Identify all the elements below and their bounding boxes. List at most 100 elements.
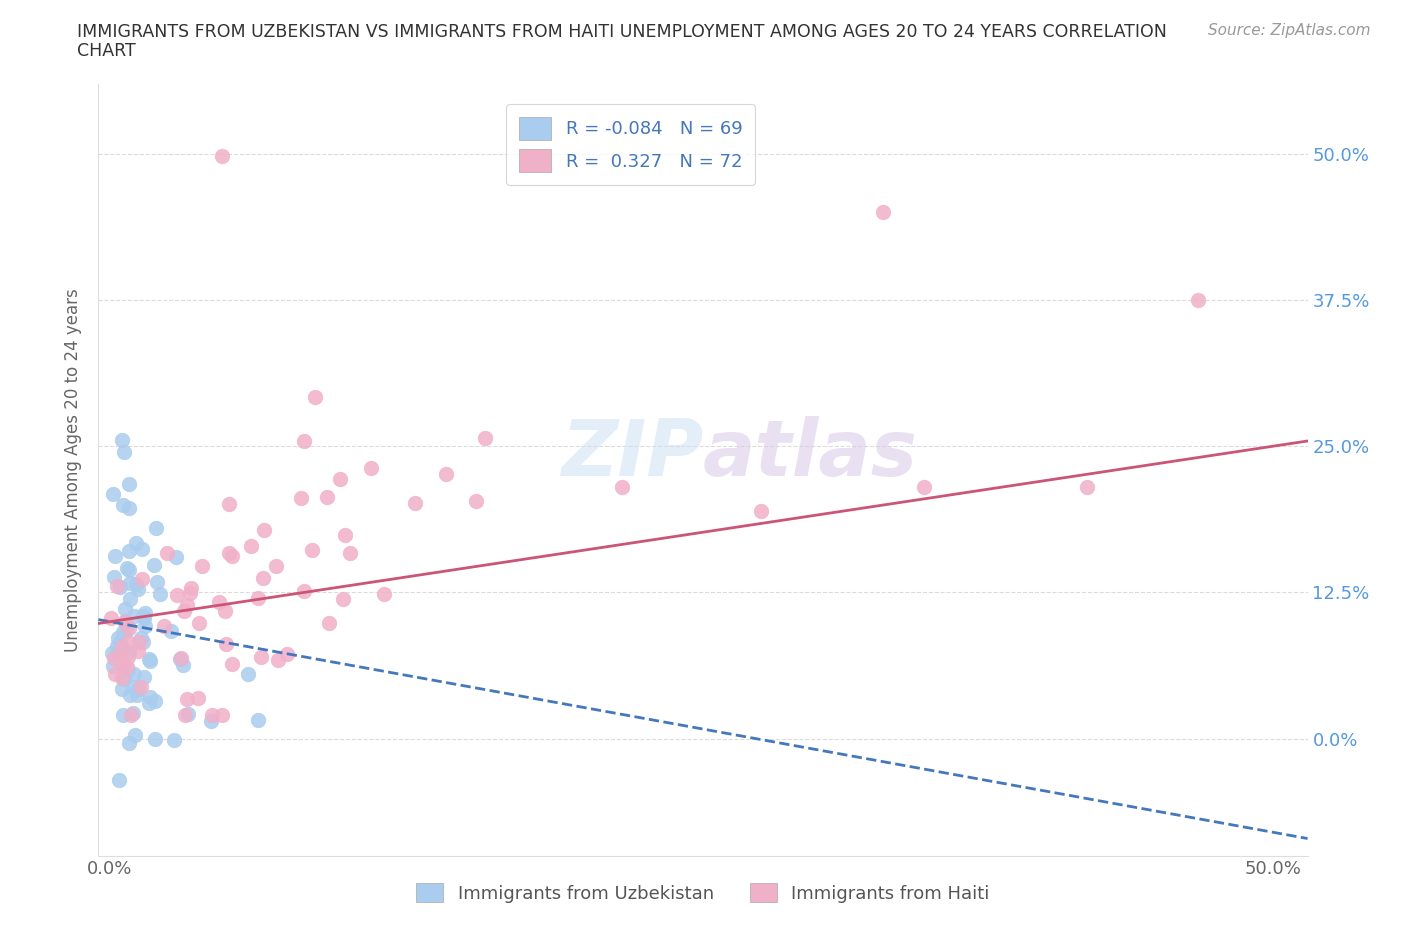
- Point: [165, 550, 187, 565]
- Point: [218, 497, 240, 512]
- Point: [266, 558, 288, 573]
- Point: [118, 620, 141, 635]
- Point: [118, 544, 141, 559]
- Point: [160, 623, 183, 638]
- Point: [138, 696, 160, 711]
- Point: [360, 460, 382, 475]
- Point: [211, 708, 233, 723]
- Point: [112, 445, 135, 459]
- Point: [117, 634, 139, 649]
- Point: [118, 688, 141, 703]
- Point: [114, 602, 136, 617]
- Point: [108, 634, 131, 649]
- Point: [132, 608, 155, 623]
- Point: [180, 580, 202, 595]
- Point: [112, 671, 135, 686]
- Point: [163, 733, 186, 748]
- Point: [250, 650, 273, 665]
- Point: [153, 618, 176, 633]
- Point: [404, 496, 426, 511]
- Point: [138, 652, 160, 667]
- Point: [115, 659, 138, 674]
- Point: [1187, 293, 1209, 308]
- Point: [240, 538, 263, 553]
- Point: [134, 670, 156, 684]
- Point: [111, 433, 134, 448]
- Point: [132, 635, 155, 650]
- Point: [156, 546, 179, 561]
- Point: [122, 680, 145, 695]
- Point: [339, 545, 361, 560]
- Point: [221, 549, 243, 564]
- Point: [218, 546, 240, 561]
- Point: [108, 579, 131, 594]
- Point: [252, 571, 274, 586]
- Point: [236, 666, 259, 681]
- Point: [124, 577, 146, 591]
- Point: [170, 650, 193, 665]
- Point: [108, 649, 131, 664]
- Point: [318, 616, 340, 631]
- Point: [872, 205, 894, 219]
- Point: [118, 500, 141, 515]
- Point: [292, 584, 315, 599]
- Point: [105, 578, 128, 593]
- Point: [373, 586, 395, 601]
- Point: [149, 587, 172, 602]
- Point: [610, 480, 633, 495]
- Text: Source: ZipAtlas.com: Source: ZipAtlas.com: [1208, 23, 1371, 38]
- Point: [166, 587, 188, 602]
- Point: [101, 645, 124, 660]
- Point: [214, 604, 236, 618]
- Point: [332, 591, 354, 606]
- Point: [131, 680, 153, 695]
- Point: [103, 650, 125, 665]
- Point: [114, 615, 136, 630]
- Point: [122, 706, 145, 721]
- Point: [111, 657, 134, 671]
- Point: [749, 503, 772, 518]
- Point: [127, 581, 149, 596]
- Point: [111, 708, 134, 723]
- Legend: R = -0.084   N = 69, R =  0.327   N = 72: R = -0.084 N = 69, R = 0.327 N = 72: [506, 104, 755, 185]
- Point: [139, 689, 162, 704]
- Point: [105, 639, 128, 654]
- Text: atlas: atlas: [703, 417, 918, 492]
- Point: [176, 692, 198, 707]
- Legend: Immigrants from Uzbekistan, Immigrants from Haiti: Immigrants from Uzbekistan, Immigrants f…: [409, 876, 997, 910]
- Point: [108, 773, 131, 788]
- Point: [201, 708, 224, 723]
- Point: [112, 624, 135, 639]
- Point: [131, 541, 153, 556]
- Point: [188, 616, 211, 631]
- Point: [118, 563, 141, 578]
- Point: [124, 667, 146, 682]
- Point: [145, 575, 167, 590]
- Point: [100, 611, 122, 626]
- Point: [173, 604, 195, 618]
- Point: [134, 611, 156, 626]
- Point: [315, 489, 337, 504]
- Point: [134, 618, 156, 633]
- Point: [117, 649, 139, 664]
- Point: [125, 687, 148, 702]
- Point: [301, 542, 323, 557]
- Point: [114, 614, 136, 629]
- Point: [253, 522, 276, 537]
- Text: CHART: CHART: [77, 42, 136, 60]
- Point: [127, 681, 149, 696]
- Point: [208, 595, 231, 610]
- Point: [117, 663, 139, 678]
- Point: [176, 598, 198, 613]
- Point: [292, 433, 315, 448]
- Point: [221, 657, 243, 671]
- Point: [122, 608, 145, 623]
- Point: [111, 682, 134, 697]
- Point: [103, 570, 125, 585]
- Point: [211, 149, 233, 164]
- Text: IMMIGRANTS FROM UZBEKISTAN VS IMMIGRANTS FROM HAITI UNEMPLOYMENT AMONG AGES 20 T: IMMIGRANTS FROM UZBEKISTAN VS IMMIGRANTS…: [77, 23, 1167, 41]
- Point: [139, 654, 162, 669]
- Point: [118, 576, 141, 591]
- Point: [131, 572, 153, 587]
- Point: [103, 548, 125, 563]
